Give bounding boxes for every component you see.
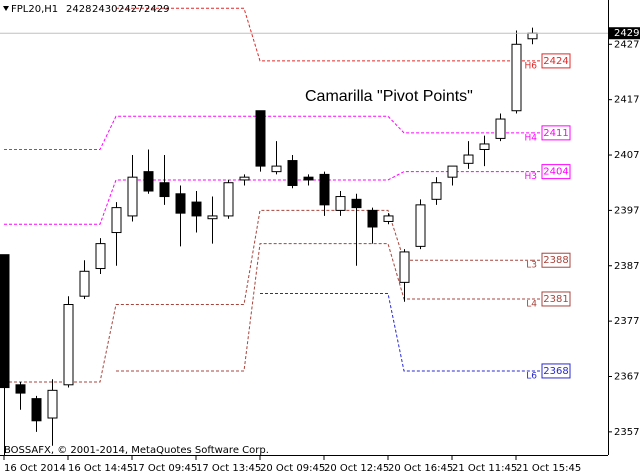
candle-body: [367, 209, 378, 228]
y-tick-label: 2357: [614, 427, 639, 438]
plot-area: [0, 7, 541, 455]
candle-body: [303, 176, 314, 181]
candle-body: [399, 251, 410, 283]
x-tick-label: 16 Oct 2014: [4, 463, 66, 474]
candle-body: [463, 154, 474, 164]
level-name: H3: [525, 172, 538, 182]
low-value: 2427: [118, 4, 143, 15]
candle-body: [431, 182, 442, 200]
price-label: 2429: [614, 28, 639, 39]
level-value: 2404: [543, 167, 568, 178]
x-tick-label: 20 Oct 16:45: [388, 463, 453, 474]
candle-body: [159, 182, 170, 198]
y-tick-label: 2417: [614, 95, 639, 106]
candle-body: [31, 398, 42, 422]
level-line: [4, 115, 532, 150]
level-name: L4: [526, 299, 537, 309]
dropdown-icon[interactable]: [3, 6, 9, 11]
footer: BOSSAFX, © 2001-2014, MetaQuotes Softwar…: [4, 445, 269, 456]
level-name: L6: [526, 371, 537, 381]
x-tick-label: 20 Oct 09:45: [260, 463, 325, 474]
x-tick-label: 16 Oct 14:45: [68, 463, 133, 474]
open-value: 2428: [66, 4, 91, 15]
y-tick-label: 2397: [614, 205, 639, 216]
candle-body: [95, 243, 106, 270]
price-box: [609, 27, 640, 40]
symbol: FPL20,H1: [11, 4, 58, 15]
candle-body: [319, 173, 330, 206]
level-value-box: [541, 164, 571, 180]
level-value-box: [541, 125, 571, 141]
candle-body: [511, 43, 522, 112]
candle-body: [223, 182, 234, 217]
candle-body: [207, 215, 218, 220]
level-line: [116, 7, 532, 62]
y-tick-label: 2387: [614, 261, 639, 272]
y-tick-label: 2427: [614, 39, 639, 50]
candle-body: [127, 176, 138, 217]
candle-body: [255, 110, 266, 167]
candle-body: [239, 176, 250, 181]
candle-body: [527, 32, 538, 40]
level-name: H6: [525, 61, 538, 71]
candle-body: [143, 171, 154, 192]
high-value: 2430: [92, 4, 117, 15]
y-tick-label: 2377: [614, 316, 639, 327]
candle-body: [15, 384, 26, 394]
candle-body: [63, 304, 74, 386]
candle-body: [47, 389, 58, 419]
level-value: 2388: [543, 255, 568, 266]
candle-body: [0, 254, 10, 389]
level-value: 2368: [543, 366, 568, 377]
level-value-box: [541, 53, 571, 69]
candle-body: [495, 118, 506, 139]
level-name: L3: [526, 261, 537, 271]
candle-body: [415, 204, 426, 247]
candle-body: [79, 270, 90, 297]
x-tick-label: 17 Oct 13:45: [196, 463, 261, 474]
level-line: [116, 243, 532, 372]
x-tick-label: 20 Oct 12:45: [324, 463, 389, 474]
close-value: 2429: [144, 4, 169, 15]
candle-body: [271, 165, 282, 173]
level-value: 2411: [543, 128, 568, 139]
level-value-box: [541, 291, 571, 307]
chart-title: Camarilla "Pivot Points": [305, 88, 473, 105]
level-line: [260, 292, 532, 372]
candle-body: [287, 160, 298, 186]
candle-body: [335, 196, 346, 211]
level-line: [4, 209, 532, 383]
level-value: 2424: [543, 56, 568, 67]
candle-body: [447, 165, 458, 178]
level-name: H4: [525, 133, 538, 143]
x-tick-label: 17 Oct 09:45: [132, 463, 197, 474]
level-line: [4, 171, 532, 225]
y-tick-label: 2407: [614, 150, 639, 161]
candle-body: [191, 201, 202, 217]
candle-body: [351, 198, 362, 209]
candle-body: [479, 143, 490, 150]
candle-body: [111, 207, 122, 234]
candle-body: [383, 215, 394, 222]
x-tick-label: 21 Oct 15:45: [516, 463, 581, 474]
level-value-box: [541, 363, 571, 379]
candle-body: [175, 193, 186, 214]
level-value-box: [541, 252, 571, 268]
level-value: 2381: [543, 294, 568, 305]
y-tick-label: 2367: [614, 371, 639, 382]
x-tick-label: 21 Oct 11:45: [452, 463, 517, 474]
